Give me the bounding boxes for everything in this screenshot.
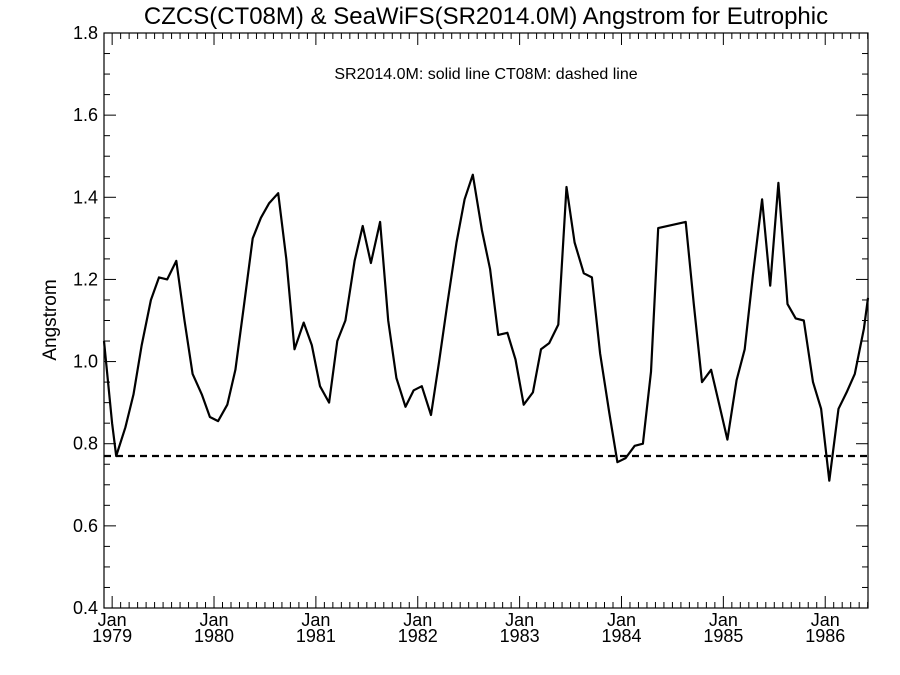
x-tick-label-year: 1985 — [703, 626, 743, 646]
x-tick-label-month: Jan — [505, 610, 534, 630]
y-tick-label: 1.6 — [73, 105, 98, 125]
x-tick-label-month: Jan — [200, 610, 229, 630]
chart-title: CZCS(CT08M) & SeaWiFS(SR2014.0M) Angstro… — [144, 3, 828, 30]
x-tick-label-month: Jan — [98, 610, 127, 630]
x-tick-label-month: Jan — [403, 610, 432, 630]
y-tick-label: 0.8 — [73, 434, 98, 454]
x-tick-label-month: Jan — [607, 610, 636, 630]
legend-annotation: SR2014.0M: solid line CT08M: dashed line — [334, 66, 637, 83]
x-tick-label-year: 1986 — [805, 626, 845, 646]
x-tick-label-year: 1984 — [601, 626, 641, 646]
series-layer — [102, 173, 870, 482]
x-tick-label-year: 1980 — [194, 626, 234, 646]
x-tick-label-year: 1981 — [296, 626, 336, 646]
x-tick-label-year: 1979 — [92, 626, 132, 646]
x-tick-label-month: Jan — [301, 610, 330, 630]
x-tick-label-month: Jan — [709, 610, 738, 630]
y-tick-label: 0.6 — [73, 516, 98, 536]
plot-area-frame — [103, 32, 869, 609]
x-tick-label-year: 1982 — [398, 626, 438, 646]
y-tick-label: 1.4 — [73, 187, 98, 207]
series-line-sr2014-0m — [102, 173, 870, 482]
x-tick-label-month: Jan — [811, 610, 840, 630]
y-tick-label: 1.2 — [73, 269, 98, 289]
y-tick-label: 1.0 — [73, 352, 98, 372]
y-tick-label: 1.8 — [73, 23, 98, 43]
y-axis-label: Angstrom — [40, 279, 61, 360]
axis-ticks: 0.40.60.81.01.21.41.61.8Jan1979Jan1980Ja… — [73, 23, 869, 646]
y-tick-label: 0.4 — [73, 598, 98, 618]
x-tick-label-year: 1983 — [500, 626, 540, 646]
